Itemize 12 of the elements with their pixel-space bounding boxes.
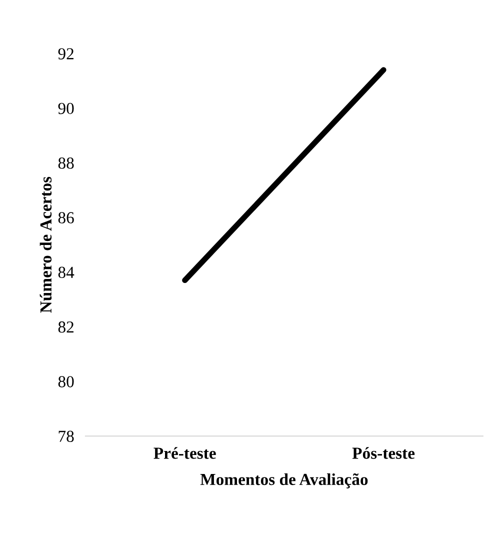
y-tick-label: 92 [58, 48, 74, 60]
x-tick-label: Pré-teste [154, 447, 216, 459]
y-tick-label: 84 [58, 266, 74, 278]
y-axis-title: Número de Acertos [40, 176, 52, 313]
x-tick-label: Pós-teste [352, 447, 415, 459]
y-tick-label: 80 [58, 376, 74, 388]
x-axis-title: Momentos de Avaliação [200, 473, 368, 488]
y-tick-label: 90 [58, 102, 74, 114]
y-tick-label: 88 [58, 157, 74, 169]
y-tick-label: 78 [58, 430, 74, 442]
y-tick-label: 82 [58, 321, 74, 333]
y-tick-label: 86 [58, 212, 74, 224]
